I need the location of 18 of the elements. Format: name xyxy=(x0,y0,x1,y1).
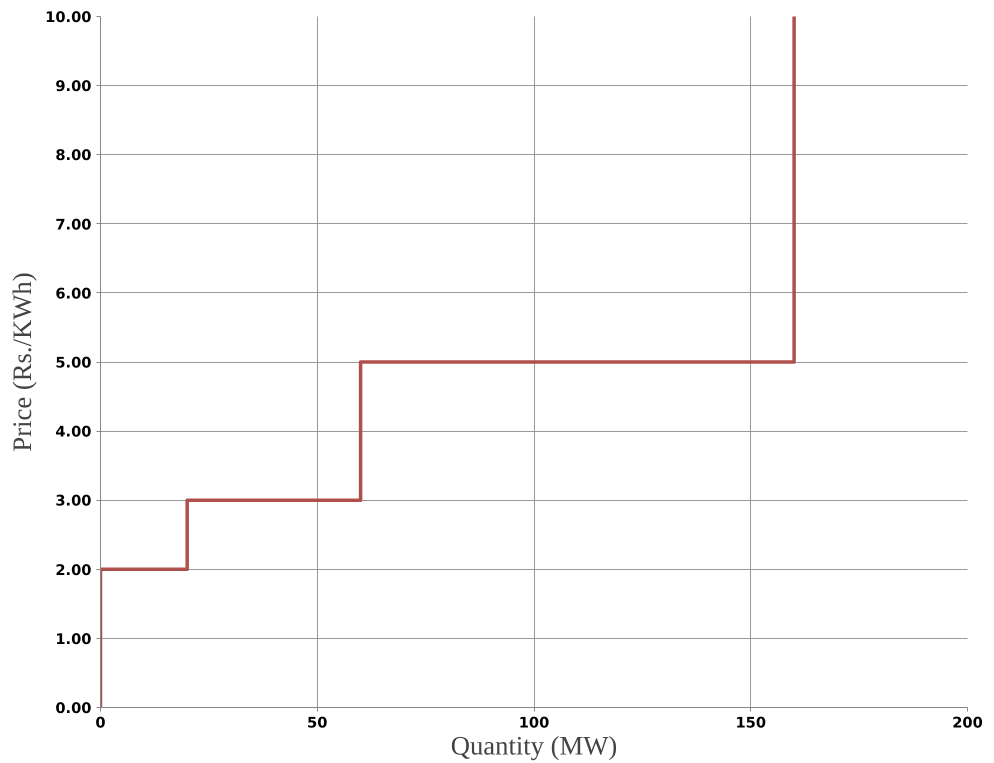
y-tick-label: 4.00 xyxy=(55,424,92,441)
x-tick-label: 0 xyxy=(95,714,106,732)
y-tick-label: 7.00 xyxy=(55,216,92,234)
x-tick-label: 50 xyxy=(307,714,328,732)
y-tick-label: 5.00 xyxy=(55,354,92,372)
y-tick-label: 10.00 xyxy=(45,9,92,26)
y-axis-title: Price (Rs./KWh) xyxy=(7,272,38,452)
x-tick-label: 100 xyxy=(518,714,550,732)
y-tick-label: 3.00 xyxy=(55,492,92,510)
y-tick-label: 8.00 xyxy=(55,147,92,164)
y-tick-label: 0.00 xyxy=(55,700,92,717)
x-tick-label: 150 xyxy=(735,714,766,732)
y-tick-label: 9.00 xyxy=(55,78,92,96)
y-tick-label: 6.00 xyxy=(55,285,92,302)
y-tick-label: 2.00 xyxy=(55,562,92,579)
x-axis-title: Quantity (MW) xyxy=(450,730,618,760)
x-tick-label: 200 xyxy=(952,714,983,732)
y-tick-label: 1.00 xyxy=(55,630,92,648)
